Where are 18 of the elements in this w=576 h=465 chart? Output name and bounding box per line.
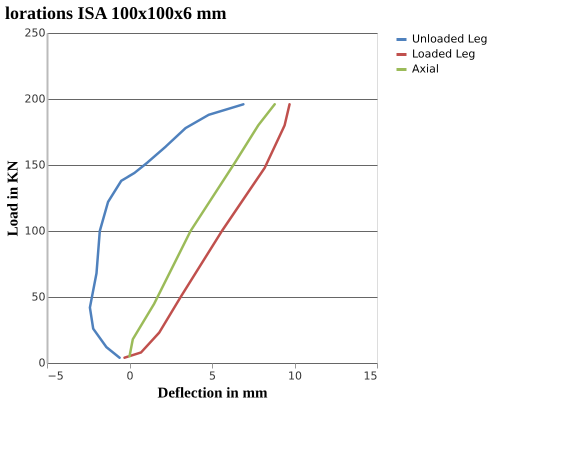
legend-label: Loaded Leg [412, 48, 476, 60]
y-tick-label: 100 [24, 224, 46, 238]
y-tick-label: 250 [24, 26, 46, 40]
x-tick-label: 0 [126, 370, 134, 382]
y-tick-label: 150 [24, 158, 46, 172]
line-series [88, 103, 245, 359]
x-tick-label: 10 [288, 370, 302, 382]
chart-title: lorations ISA 100x100x6 mm [5, 3, 227, 23]
y-tick-label: 50 [32, 290, 46, 304]
x-axis-title: Deflection in mm [158, 386, 268, 402]
y-tick-label: 200 [24, 92, 46, 106]
legend-label: Axial [412, 62, 439, 76]
legend-label: Unloaded Leg [412, 32, 488, 46]
x-tick-label: 15 [364, 370, 378, 382]
y-axis-title: Load in KN [6, 160, 22, 236]
y-tick-label: 0 [38, 356, 46, 370]
x-tick-label: −5 [48, 370, 64, 382]
x-tick-label: 5 [209, 370, 216, 382]
